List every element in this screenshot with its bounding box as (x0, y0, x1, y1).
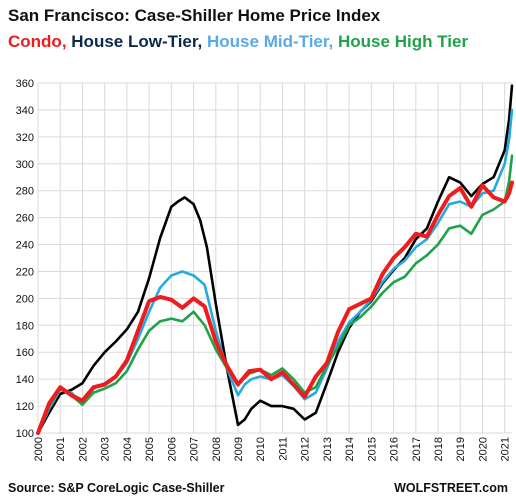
x-axis-ticks: 2000 2001 2002 2003 2004 2005 2006 2007 2008 2009… (33, 437, 512, 461)
x-tick-label: 2017 (411, 437, 423, 461)
legend-item-house-low-tier: House Low-Tier, (71, 32, 203, 51)
chart-legend: Condo, House Low-Tier, House Mid-Tier, H… (8, 32, 468, 52)
y-tick-label: 320 (16, 132, 34, 144)
x-tick-label: 2002 (77, 437, 89, 461)
legend-item-house-mid-tier: House Mid-Tier, (207, 32, 334, 51)
x-tick-label: 2012 (300, 437, 312, 461)
y-axis-ticks: 100 120 140 160 180 200 220 240 260 280 300 320 340 3… (16, 78, 34, 440)
series-line-house-low-tier (36, 84, 514, 435)
x-tick-label: 2009 (233, 437, 245, 461)
y-tick-label: 200 (16, 293, 34, 305)
x-tick-label: 2003 (100, 437, 112, 461)
y-tick-label: 340 (16, 105, 34, 117)
y-tick-label: 300 (16, 159, 34, 171)
y-tick-label: 100 (16, 428, 34, 440)
chart-series (36, 84, 514, 435)
source-note: Source: S&P CoreLogic Case-Shiller (8, 481, 225, 495)
series-line-house-high-tier (36, 154, 514, 435)
y-tick-label: 160 (16, 347, 34, 359)
x-tick-label: 2021 (500, 437, 512, 461)
x-tick-label: 2020 (477, 437, 489, 461)
y-tick-label: 240 (16, 240, 34, 252)
x-tick-label: 2015 (366, 437, 378, 461)
series-line-condo (36, 180, 514, 435)
y-tick-label: 140 (16, 374, 34, 386)
brand-watermark: WOLFSTREET.com (394, 481, 508, 495)
y-tick-label: 220 (16, 266, 34, 278)
x-tick-label: 2008 (211, 437, 223, 461)
legend-item-house-high-tier: House High Tier (338, 32, 469, 51)
x-tick-label: 2019 (455, 437, 467, 461)
y-tick-label: 260 (16, 213, 34, 225)
chart-title: San Francisco: Case-Shiller Home Price I… (8, 6, 381, 25)
x-tick-label: 2007 (189, 437, 201, 461)
x-tick-label: 2013 (322, 437, 334, 461)
x-tick-label: 2014 (344, 437, 356, 461)
x-tick-label: 2011 (277, 437, 289, 461)
x-tick-label: 2016 (389, 437, 401, 461)
x-tick-label: 2018 (433, 437, 445, 461)
x-tick-label: 2006 (166, 437, 178, 461)
y-tick-label: 360 (16, 78, 34, 90)
x-tick-label: 2000 (33, 437, 45, 461)
x-tick-label: 2005 (144, 437, 156, 461)
x-tick-label: 2010 (255, 437, 267, 461)
y-tick-label: 120 (16, 401, 34, 413)
legend-item-condo: Condo, (8, 32, 67, 51)
x-tick-label: 2004 (122, 437, 134, 461)
x-tick-label: 2001 (55, 437, 67, 461)
y-tick-label: 280 (16, 186, 34, 198)
y-tick-label: 180 (16, 320, 34, 332)
